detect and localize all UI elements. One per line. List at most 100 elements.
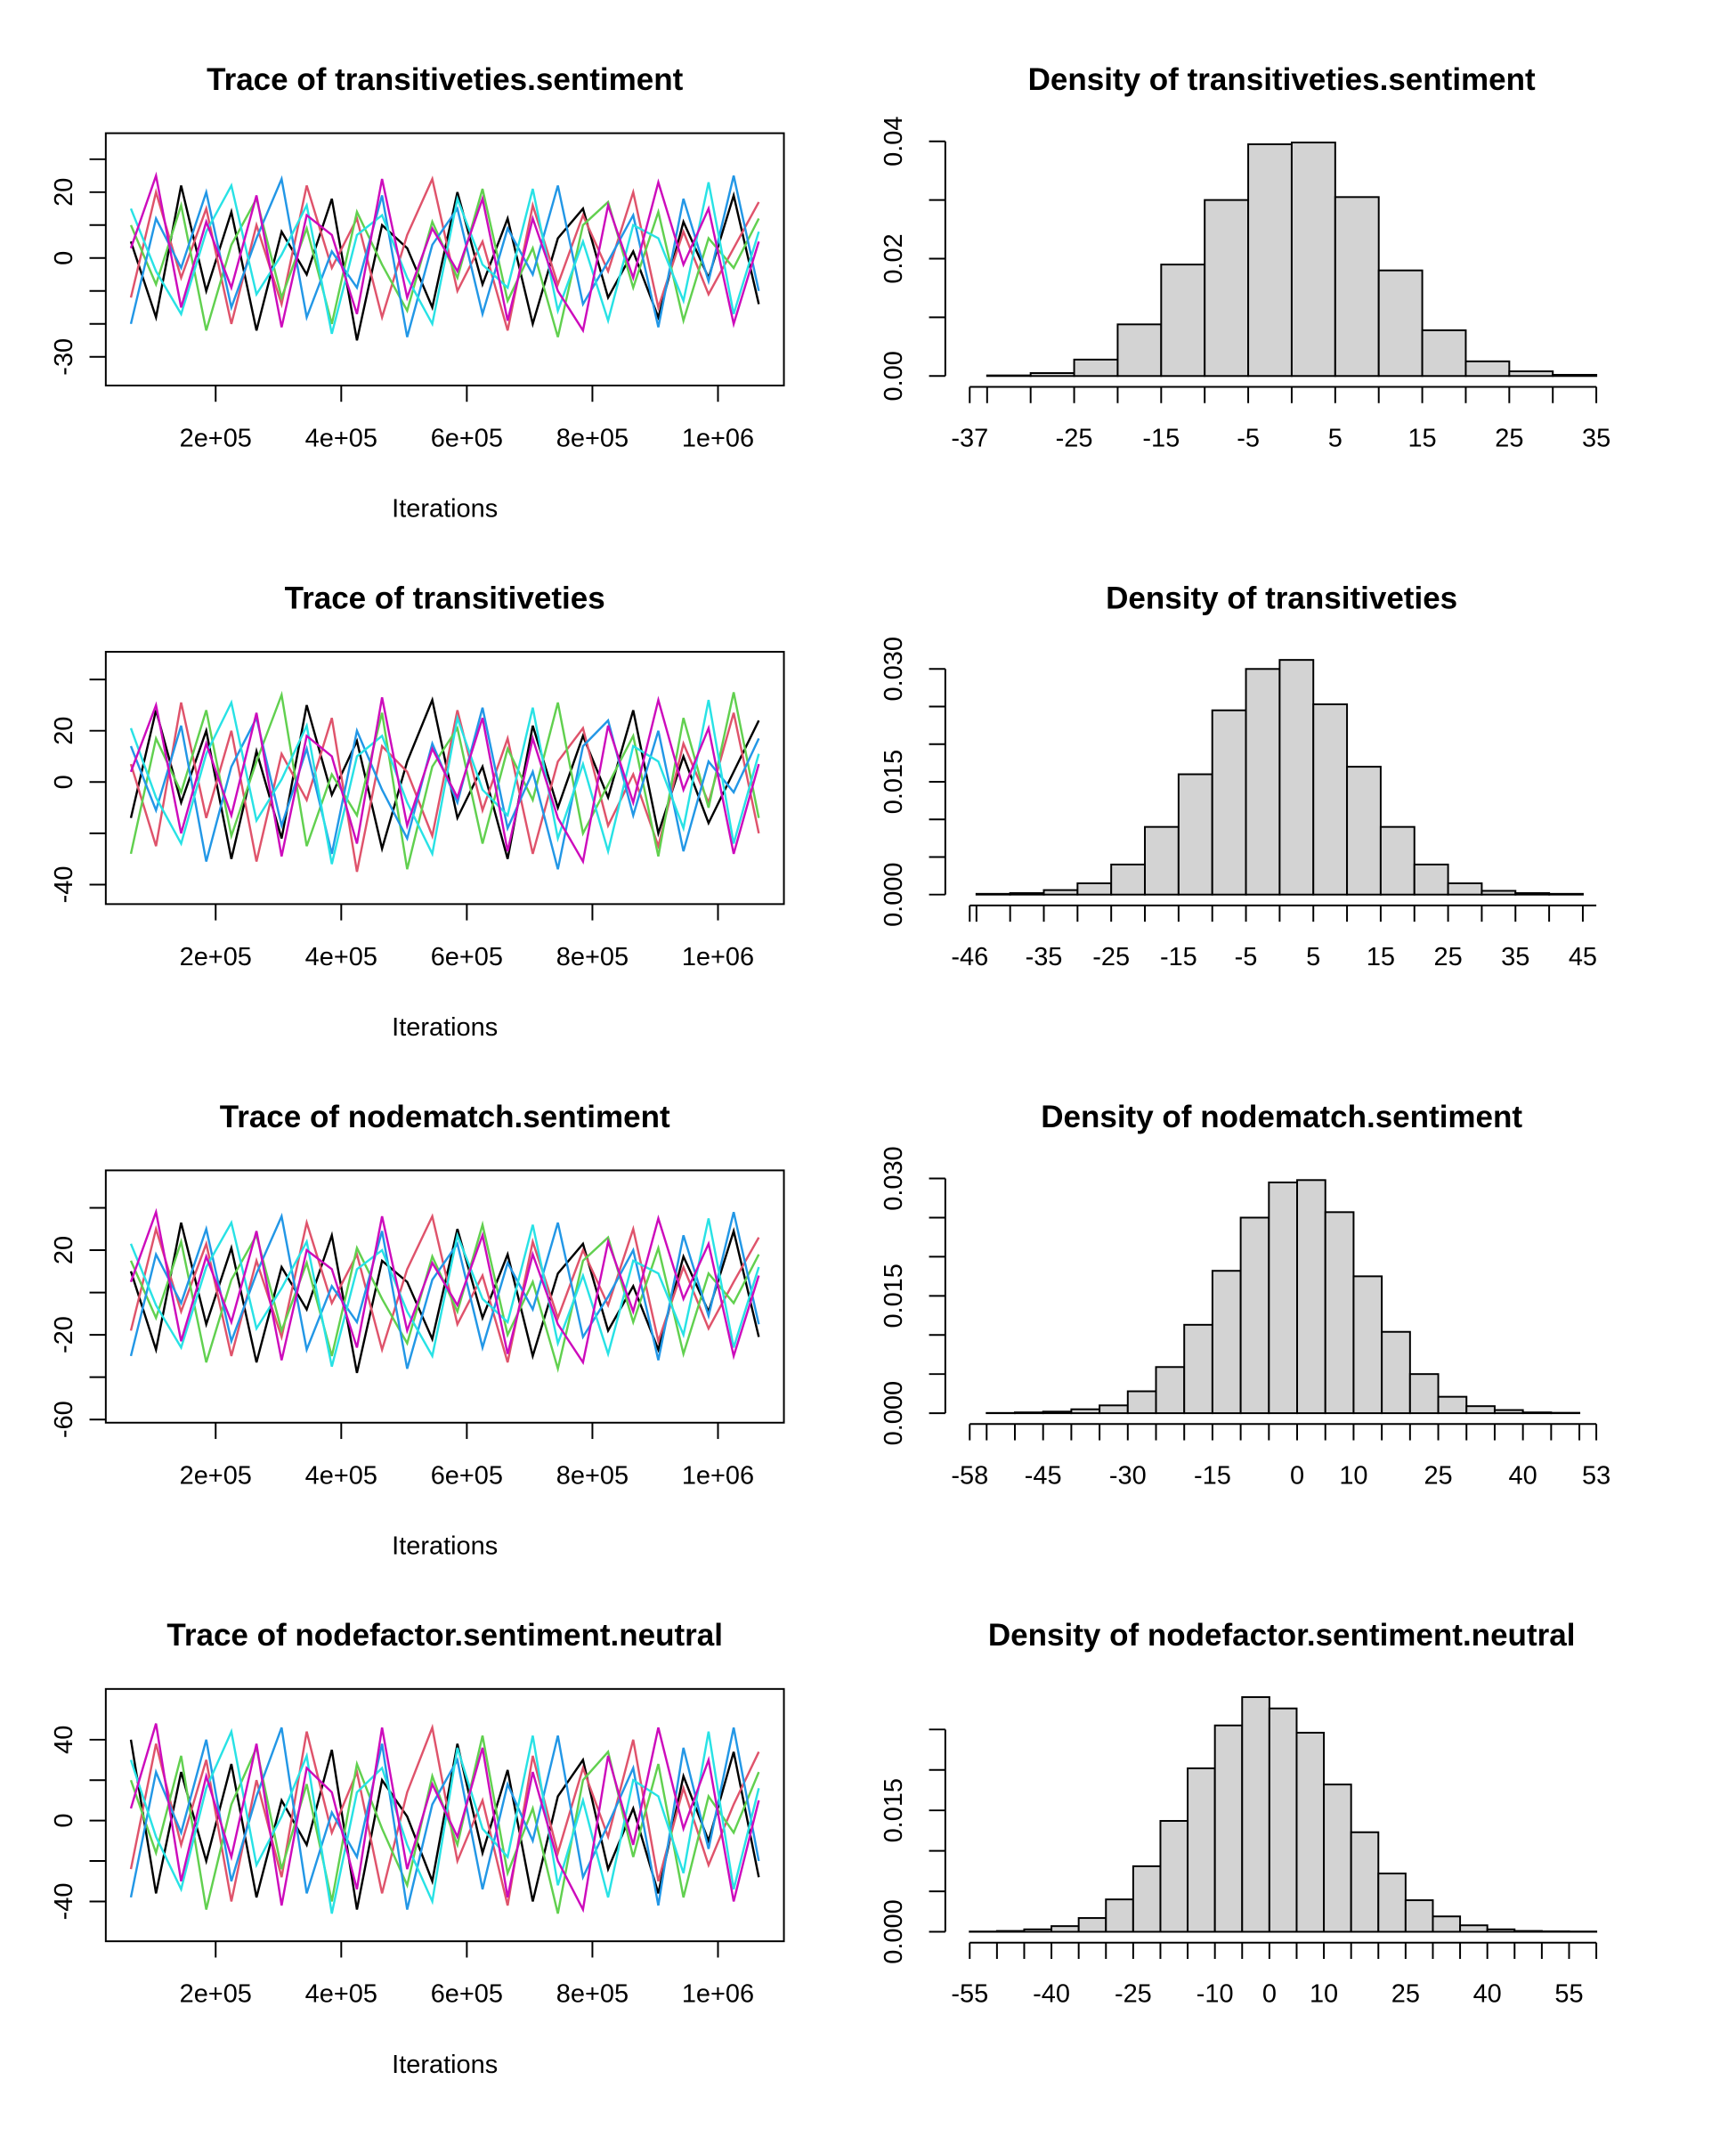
panel-title: Density of transitiveties.sentiment: [1028, 62, 1536, 97]
plot-box: [104, 651, 785, 906]
x-tick-label: 6e+05: [431, 1461, 503, 1490]
panel-title: Trace of transitiveties.sentiment: [207, 62, 683, 97]
x-tick-label: 4e+05: [305, 943, 377, 971]
histogram-bar: [1268, 1181, 1299, 1415]
x-tick-label: -40: [1033, 1980, 1070, 2009]
x-tick-label: 1e+06: [682, 1980, 754, 2009]
histogram-bar: [1323, 1784, 1352, 1933]
x-tick-label: -15: [1160, 943, 1197, 971]
trace-line: [129, 1213, 760, 1363]
x-tick-label: 2e+05: [180, 1980, 252, 2009]
x-tick-label: 6e+05: [431, 943, 503, 971]
y-tick-label: 0.000: [880, 1899, 908, 1963]
x-tick-label: 8e+05: [556, 1980, 629, 2009]
histogram-bar: [1076, 882, 1113, 896]
histogram-bar: [1160, 264, 1206, 378]
histogram-bar: [1116, 323, 1163, 378]
histogram-bar: [1295, 1731, 1326, 1933]
histogram-bar: [1159, 1820, 1189, 1933]
histogram-bar: [1105, 1898, 1134, 1933]
histogram-bar: [1548, 892, 1584, 896]
x-tick-label: 2e+05: [180, 1461, 252, 1490]
histogram-bar: [1211, 709, 1247, 896]
x-tick-label: 25: [1433, 943, 1462, 971]
trace-line: [129, 1727, 760, 1914]
x-axis-label: Iterations: [392, 495, 498, 524]
histogram-bar: [1432, 1915, 1462, 1933]
histogram-bar: [1350, 1831, 1380, 1933]
x-axis-label: Iterations: [392, 2051, 498, 2079]
x-tick-label: -46: [951, 943, 988, 971]
y-tick-label: -30: [50, 338, 78, 376]
trace-line: [129, 1723, 760, 1914]
panel-title: Density of nodematch.sentiment: [1041, 1100, 1522, 1134]
x-tick-label: 0: [1290, 1461, 1304, 1490]
x-tick-label: 2e+05: [180, 425, 252, 453]
x-tick-label: 0: [1262, 1980, 1277, 2009]
x-tick-label: 4e+05: [305, 1461, 377, 1490]
x-tick-label: 25: [1424, 1461, 1452, 1490]
x-tick-label: 15: [1407, 425, 1436, 453]
x-tick-label: -25: [1092, 943, 1130, 971]
histogram-bar: [1513, 1930, 1543, 1933]
histogram-bar: [1245, 668, 1281, 896]
histogram-bar: [1290, 142, 1336, 378]
histogram-bar: [1437, 1395, 1468, 1415]
x-tick-label: -5: [1237, 425, 1260, 453]
x-tick-label: 5: [1306, 943, 1320, 971]
y-tick-label: -60: [50, 1401, 78, 1438]
histogram-bar: [1077, 1917, 1107, 1933]
x-tick-label: -58: [951, 1461, 988, 1490]
x-tick-label: -5: [1235, 943, 1258, 971]
trace-line: [129, 695, 760, 865]
x-tick-label: 35: [1582, 425, 1610, 453]
histogram-bar: [1247, 143, 1293, 378]
histogram-bar: [986, 374, 1032, 378]
y-tick-label: 0.015: [880, 1264, 908, 1328]
trace-line: [129, 1723, 760, 1906]
trace-line: [129, 690, 760, 870]
x-tick-label: -25: [1115, 1980, 1152, 2009]
histogram-bar: [1377, 269, 1424, 378]
x-tick-label: 8e+05: [556, 943, 629, 971]
x-axis-label: Iterations: [392, 1013, 498, 1042]
histogram-bar: [1465, 1405, 1496, 1415]
plot-box: [104, 1687, 785, 1943]
x-tick-label: -15: [1142, 425, 1180, 453]
y-tick-label: 0.00: [880, 351, 908, 401]
x-tick-label: 6e+05: [431, 425, 503, 453]
x-tick-label: 1e+06: [682, 943, 754, 971]
y-tick-label: -40: [50, 1883, 78, 1921]
histogram-bar: [1352, 1275, 1383, 1415]
y-tick-label: 0.030: [880, 1146, 908, 1210]
histogram-bar: [1464, 360, 1511, 378]
histogram-bar: [1480, 890, 1517, 896]
y-tick-label: -40: [50, 866, 78, 904]
histogram-bar: [1447, 882, 1483, 896]
x-tick-label: 5: [1328, 425, 1343, 453]
histogram-bar: [1514, 892, 1551, 896]
x-tick-label: 35: [1501, 943, 1529, 971]
trace-line: [129, 175, 760, 337]
plot-box: [104, 1169, 785, 1424]
trace-line: [129, 1207, 760, 1366]
trace-line: [129, 182, 760, 335]
histogram-bar: [1023, 1928, 1053, 1933]
histogram-bar: [1051, 1925, 1080, 1933]
histogram-bar: [1408, 1373, 1440, 1415]
y-tick-label: 0: [50, 775, 78, 789]
histogram-bar: [1155, 1366, 1186, 1415]
panel-title: Density of nodefactor.sentiment.neutral: [988, 1618, 1576, 1653]
y-tick-label: 20: [50, 1236, 78, 1264]
y-tick-label: 0.000: [880, 1381, 908, 1445]
histogram-bar: [1099, 1404, 1129, 1415]
x-tick-label: 55: [1554, 1980, 1583, 2009]
histogram-bar: [1211, 1270, 1242, 1415]
histogram-bar: [1187, 1767, 1216, 1933]
y-tick-label: 0.015: [880, 750, 908, 814]
y-tick-label: 0.000: [880, 862, 908, 926]
histogram-bar: [1552, 373, 1598, 378]
y-tick-label: 0: [50, 1814, 78, 1828]
histogram-bar: [1029, 372, 1075, 378]
